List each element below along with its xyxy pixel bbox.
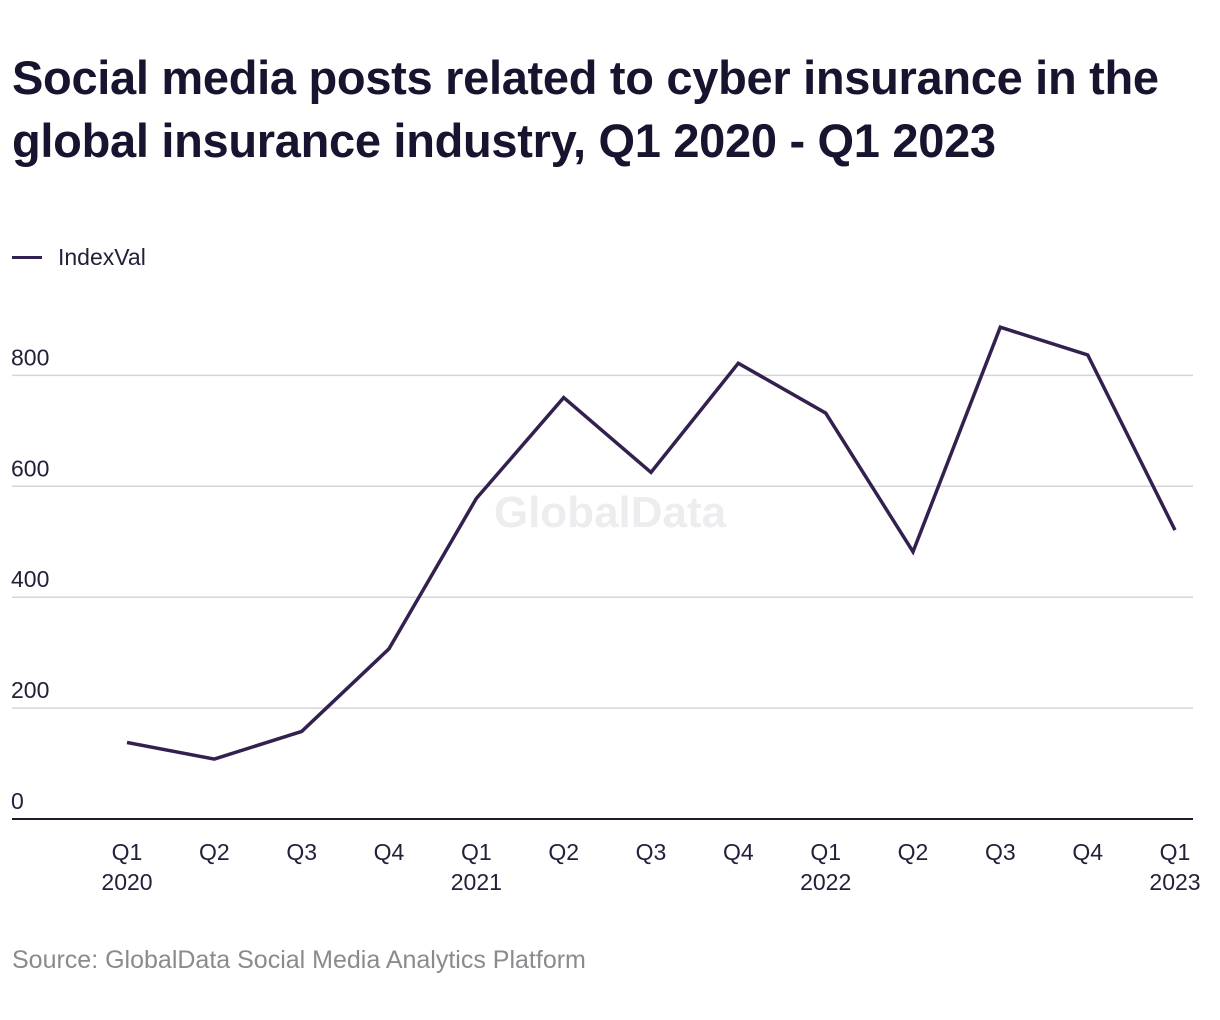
x-tick-year-label: 2020 [101,869,152,895]
x-tick-label: Q3 [985,839,1016,865]
x-tick-label: Q2 [898,839,929,865]
x-tick-label: Q4 [374,839,405,865]
x-tick-year-label: 2023 [1149,869,1200,895]
legend-swatch [12,255,42,259]
series [126,325,1177,761]
source-note: Source: GlobalData Social Media Analytic… [12,946,586,974]
x-tick-year-label: 2022 [800,869,851,895]
y-tick-label: 200 [11,677,49,703]
x-tick-label: Q1 [1160,839,1191,865]
y-tick-label: 400 [11,566,49,592]
gridlines [12,374,1193,820]
x-tick-label: Q1 [461,839,492,865]
series-line [126,325,1177,761]
x-tick-label: Q2 [199,839,230,865]
y-tick-labels: 0 200 400 600 800 [11,344,49,814]
y-tick-label: 600 [11,455,49,481]
x-tick-label: Q1 [112,839,143,865]
legend-label: IndexVal [58,243,146,270]
y-tick-label: 0 [11,788,24,814]
legend: IndexVal [12,242,146,272]
x-tick-label: Q3 [636,839,667,865]
x-tick-label: Q4 [1072,839,1103,865]
watermark: GlobalData [494,488,727,537]
x-tick-label: Q4 [723,839,754,865]
x-tick-year-label: 2021 [451,869,502,895]
x-tick-label: Q3 [286,839,317,865]
x-tick-label: Q2 [548,839,579,865]
y-tick-label: 800 [11,344,49,370]
x-tick-label: Q1 [810,839,841,865]
chart-title: Social media posts related to cyber insu… [12,51,1159,167]
x-tick-labels: Q1 2020 Q2 Q3 Q4 Q1 2021 Q2 Q3 Q4 Q1 2022 Q2 Q3 Q4 Q1 20… [101,839,1200,895]
